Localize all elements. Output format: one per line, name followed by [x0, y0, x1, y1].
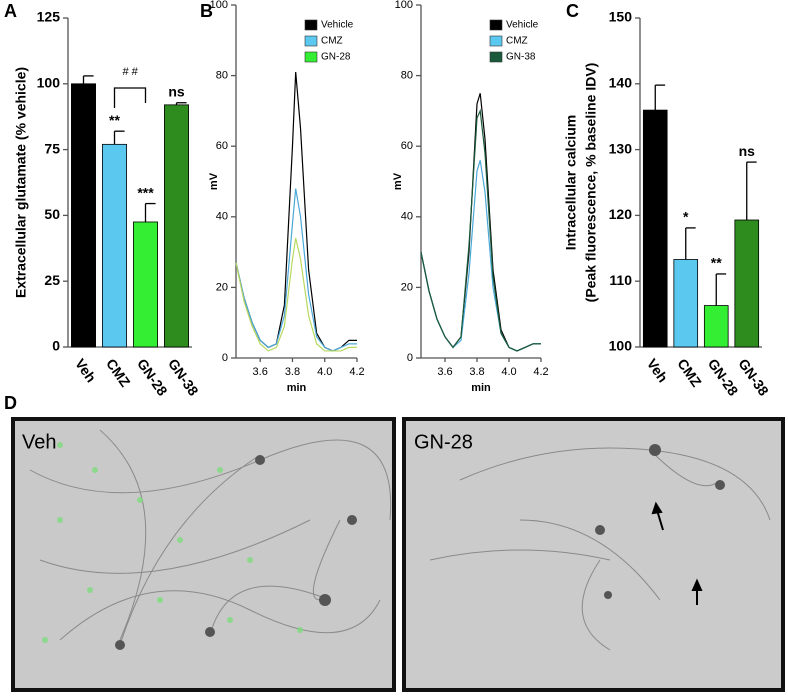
significance-label: ** — [711, 255, 722, 271]
bar — [71, 83, 96, 348]
panel-label: D — [4, 393, 17, 413]
x-tick-label: 4.2 — [533, 366, 548, 378]
y-tick-label: 25 — [44, 272, 60, 288]
significance-label: ** — [109, 112, 120, 128]
legend-label: GN-28 — [321, 52, 351, 63]
trace — [235, 72, 357, 352]
y-tick-label: 20 — [216, 281, 228, 293]
x-tick-label: 3.8 — [285, 366, 300, 378]
y-axis-label: (Peak fluorescence, % baseline IDV) — [583, 63, 599, 303]
x-tick-label: 3.8 — [469, 366, 484, 378]
y-tick-label: 80 — [216, 70, 228, 82]
bar — [642, 109, 668, 348]
y-tick-label: 0 — [222, 352, 228, 364]
y-axis-label: mV — [392, 172, 404, 190]
y-tick-label: 50 — [44, 206, 60, 222]
y-tick-label: 100 — [37, 75, 61, 91]
y-tick-label: 150 — [609, 9, 633, 25]
bar — [734, 219, 760, 348]
legend-label: CMZ — [321, 36, 343, 47]
bar — [133, 221, 158, 348]
x-tick-label: CMZ — [103, 356, 134, 390]
panel-label: C — [566, 1, 579, 21]
significance-label: * — [683, 209, 689, 225]
image-label: GN-28 — [414, 431, 473, 453]
x-tick-label: CMZ — [674, 356, 705, 390]
x-tick-label: Veh — [72, 356, 99, 386]
y-tick-label: 0 — [407, 352, 413, 364]
legend-swatch — [489, 51, 503, 63]
legend-label: CMZ — [506, 36, 528, 47]
significance-label: ns — [168, 83, 185, 99]
trace — [420, 93, 541, 352]
x-tick-label: 3.6 — [253, 366, 268, 378]
y-tick-label: 80 — [401, 70, 413, 82]
y-tick-label: 140 — [609, 75, 633, 91]
y-axis-label: Intracellular calcium — [563, 115, 579, 250]
y-axis-label: mV — [208, 172, 220, 190]
legend-swatch — [304, 19, 318, 31]
y-tick-label: 100 — [210, 0, 228, 11]
significance-label: ns — [739, 143, 756, 159]
x-tick-label: Veh — [644, 356, 671, 386]
x-axis-label: min — [471, 382, 491, 394]
y-tick-label: 75 — [44, 140, 60, 156]
x-tick-label: GN-28 — [705, 356, 742, 399]
y-tick-label: 60 — [401, 140, 413, 152]
trace — [235, 188, 357, 352]
significance-label: *** — [137, 184, 154, 200]
micrograph — [11, 417, 396, 692]
x-axis-label: min — [287, 382, 307, 394]
trace — [420, 108, 541, 352]
y-tick-label: 130 — [609, 140, 633, 156]
bracket-label: # # — [122, 66, 138, 78]
bar — [673, 259, 699, 348]
legend-label: Vehicle — [506, 20, 539, 31]
bar — [102, 143, 127, 348]
micrograph — [402, 417, 785, 692]
panel-label: B — [200, 1, 213, 21]
legend-label: Vehicle — [321, 20, 354, 31]
legend-label: GN-38 — [506, 52, 536, 63]
x-tick-label: GN-38 — [165, 356, 202, 399]
y-tick-label: 100 — [395, 0, 413, 11]
y-tick-label: 40 — [401, 211, 413, 223]
legend-swatch — [489, 19, 503, 31]
y-tick-label: 0 — [52, 338, 60, 354]
x-tick-label: GN-38 — [735, 356, 772, 399]
y-tick-label: 125 — [37, 9, 61, 25]
bracket — [113, 87, 147, 108]
legend-swatch — [304, 51, 318, 63]
x-tick-label: 4.0 — [501, 366, 516, 378]
y-tick-label: 60 — [216, 140, 228, 152]
y-axis-label: Extracellular glutamate (% vehicle) — [13, 67, 29, 298]
y-tick-label: 20 — [401, 281, 413, 293]
y-tick-label: 110 — [609, 272, 632, 288]
legend-swatch — [489, 35, 503, 47]
bar — [164, 104, 189, 348]
x-tick-label: 4.2 — [349, 366, 364, 378]
x-tick-label: GN-28 — [134, 356, 171, 399]
x-tick-label: 4.0 — [317, 366, 332, 378]
legend-swatch — [304, 35, 318, 47]
panel-label: A — [4, 1, 17, 21]
x-tick-label: 3.6 — [437, 366, 452, 378]
bar — [703, 305, 729, 348]
y-tick-label: 100 — [609, 338, 633, 354]
trace — [235, 237, 357, 352]
y-tick-label: 40 — [216, 211, 228, 223]
y-tick-label: 120 — [609, 206, 633, 222]
image-label: Veh — [22, 431, 56, 453]
